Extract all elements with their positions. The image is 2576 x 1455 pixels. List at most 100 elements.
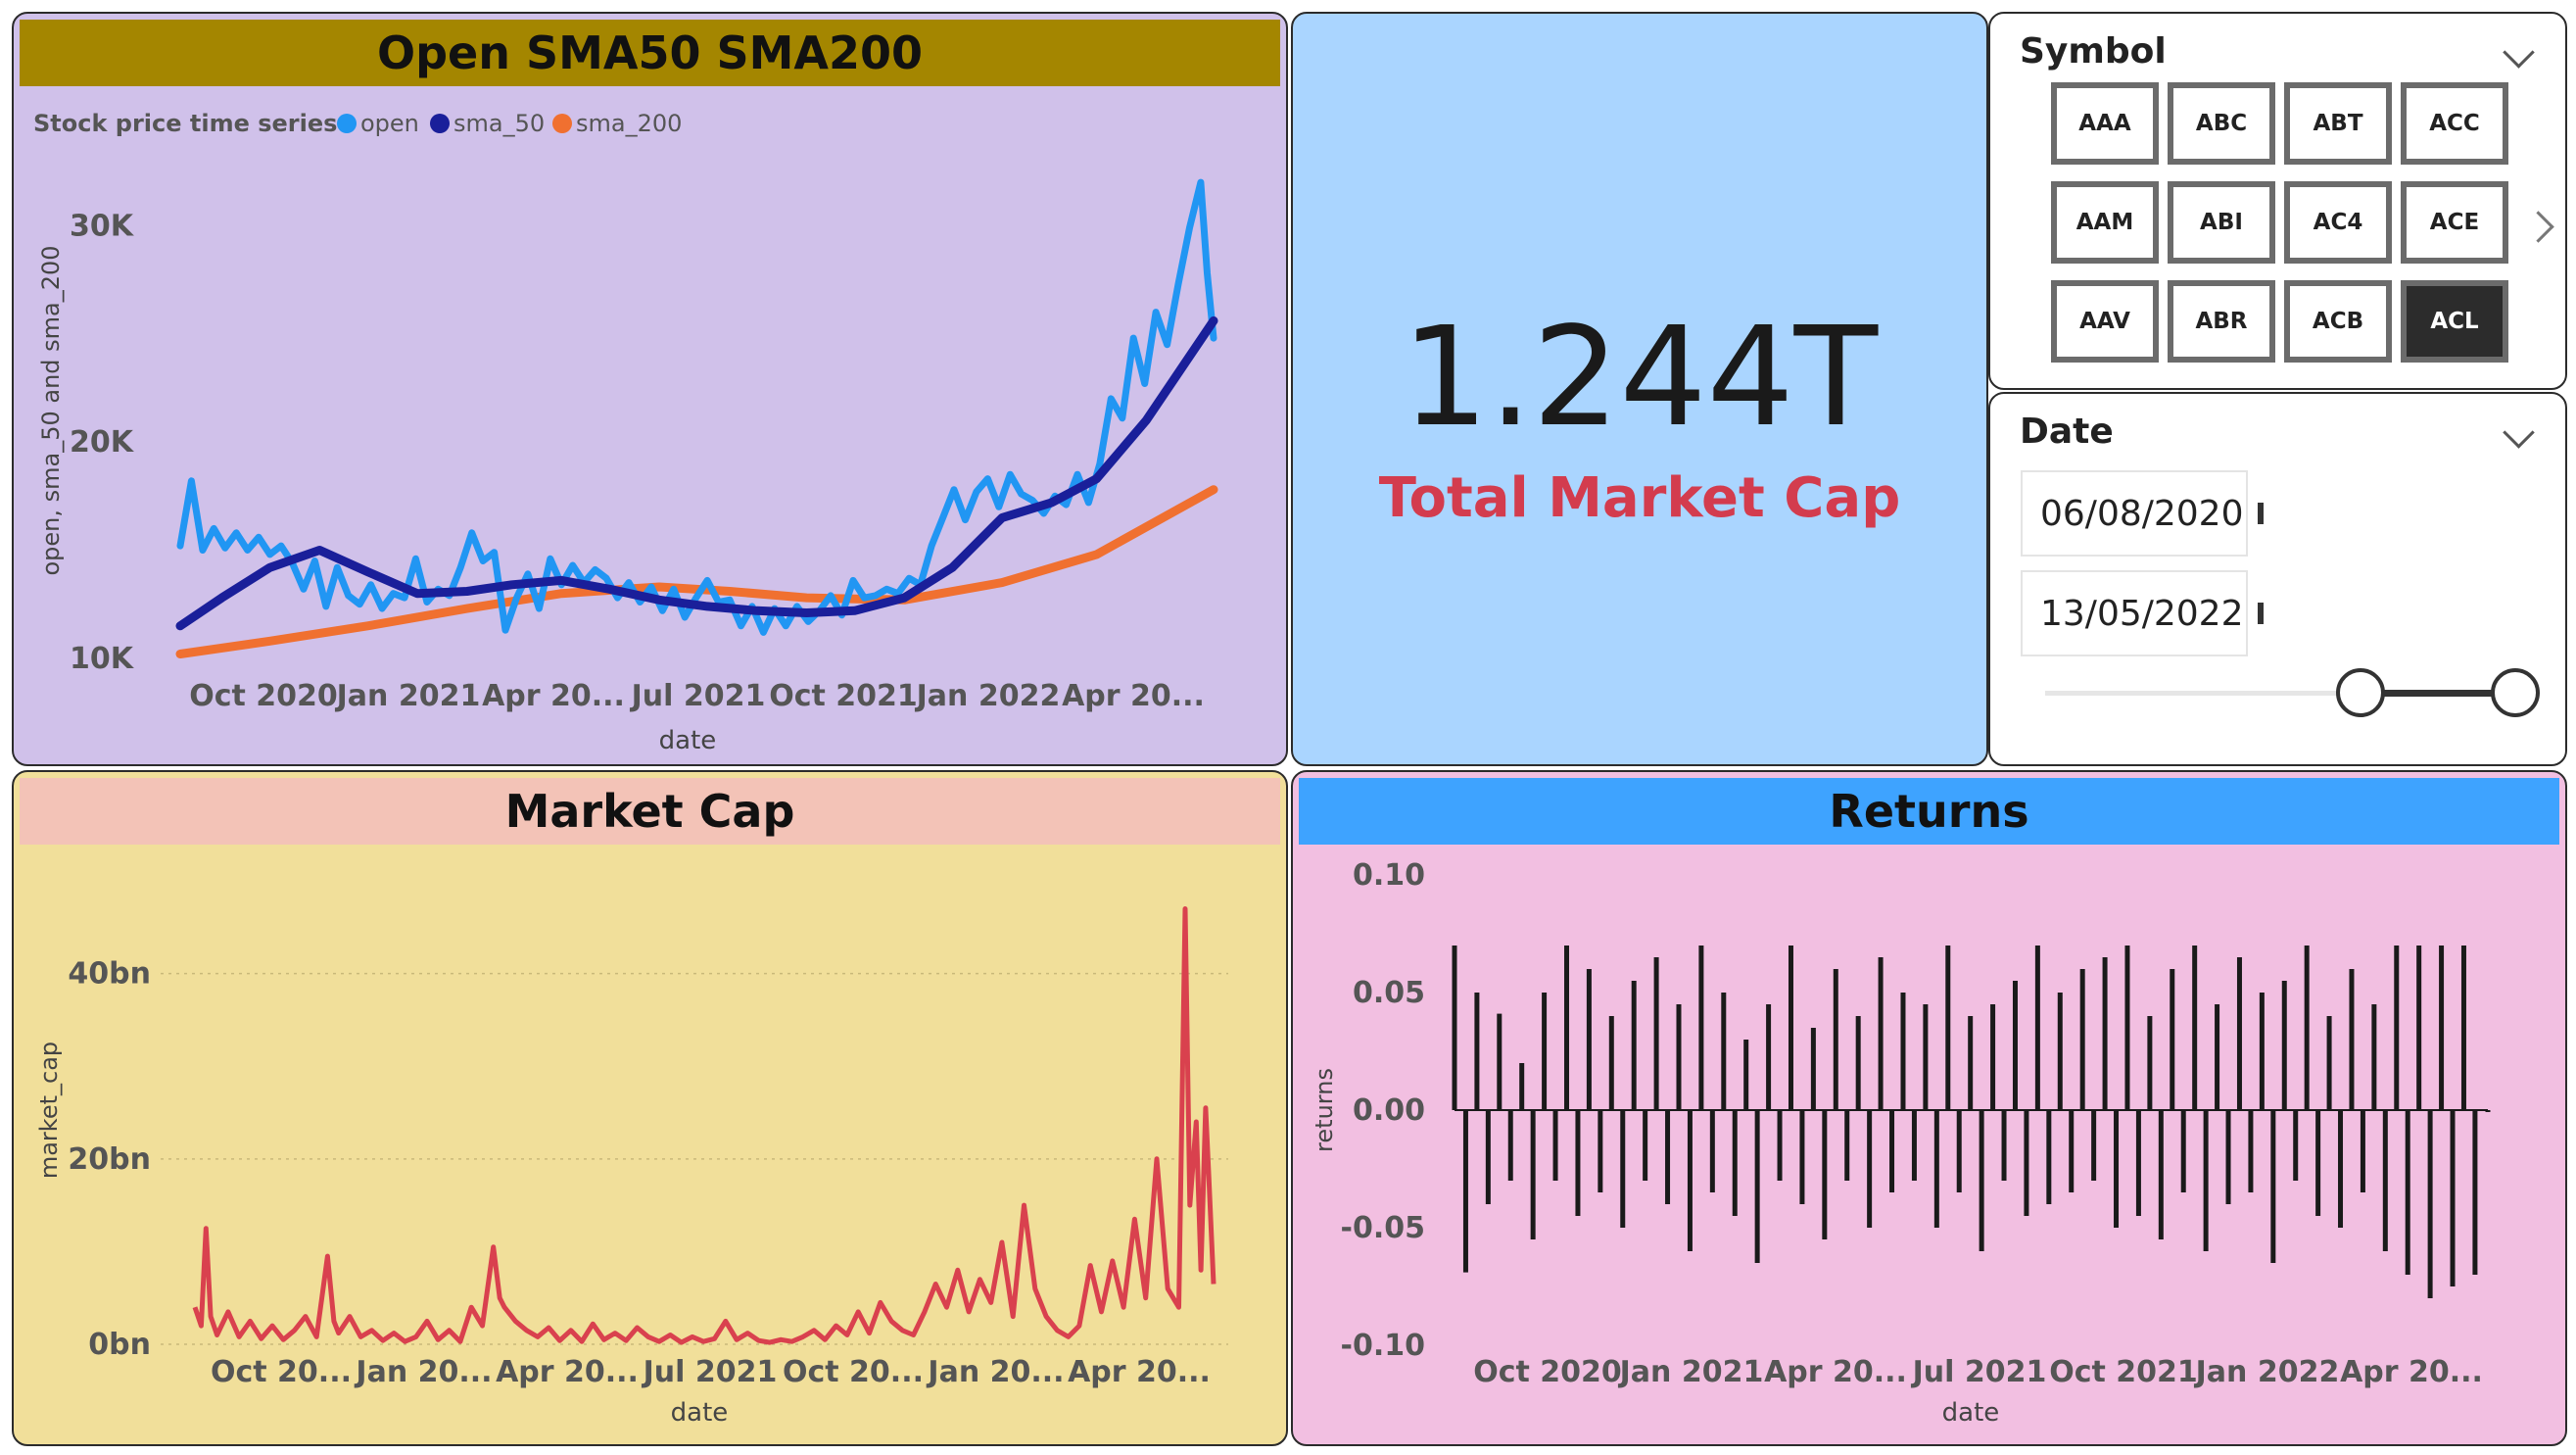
- return-bar: [2259, 993, 2265, 1110]
- y-tick-label: 0.00: [1353, 1093, 1425, 1128]
- return-bar: [1933, 1110, 1939, 1228]
- return-bar: [1833, 969, 1838, 1110]
- return-bar: [1799, 1110, 1805, 1204]
- return-bar: [1867, 1110, 1873, 1228]
- return-bar: [2394, 946, 2400, 1110]
- end-date-input[interactable]: 13/05/2022: [2021, 570, 2264, 656]
- return-bar: [1665, 1110, 1671, 1204]
- return-bar: [2170, 969, 2175, 1110]
- chevron-down-icon[interactable]: [2503, 36, 2535, 69]
- return-bar: [2472, 1110, 2478, 1275]
- return-bar: [1788, 946, 1793, 1110]
- kpi-value: 1.244T: [1401, 298, 1879, 458]
- y-tick-label: 0.10: [1353, 858, 1425, 893]
- chevron-right-icon[interactable]: [2522, 211, 2554, 243]
- return-bar: [2382, 1110, 2388, 1251]
- return-bar: [1519, 1063, 1525, 1110]
- return-bar: [2203, 1110, 2209, 1251]
- return-bar: [1721, 993, 1727, 1110]
- symbol-button-ac4[interactable]: AC4: [2284, 181, 2392, 264]
- date-range-track[interactable]: [2045, 691, 2515, 696]
- x-tick-label: Jan 2022: [915, 679, 1061, 713]
- return-bar: [2135, 1110, 2141, 1216]
- x-tick-label: Apr 20...: [1764, 1355, 1907, 1389]
- x-tick-label: Jan 2021: [335, 679, 481, 713]
- return-bar: [1575, 1110, 1581, 1216]
- return-bar: [2349, 969, 2355, 1110]
- kpi-label: Total Market Cap: [1378, 466, 1901, 530]
- return-bar: [1507, 1110, 1513, 1181]
- return-bar: [1598, 1110, 1603, 1192]
- symbol-button-acl[interactable]: ACL: [2401, 280, 2508, 363]
- y-tick-label: 0.05: [1353, 976, 1425, 1010]
- x-tick-label: Oct 2020: [1473, 1355, 1622, 1389]
- x-tick-label: Apr 20...: [482, 679, 625, 713]
- sma-panel: Open SMA50 SMA200 Stock price time serie…: [12, 12, 1288, 766]
- symbol-slicer-title: Symbol: [2020, 31, 2167, 72]
- return-bar: [2460, 946, 2466, 1110]
- legend-title: Stock price time series: [33, 110, 337, 137]
- return-bar: [1620, 1110, 1626, 1228]
- x-tick-label: Jan 20...: [354, 1355, 492, 1389]
- x-tick-label: Jul 2021: [630, 679, 766, 713]
- kpi-card: 1.244T Total Market Cap: [1291, 12, 1988, 766]
- return-bar: [1698, 946, 1704, 1110]
- symbol-button-abt[interactable]: ABT: [2284, 82, 2392, 165]
- series-line-sma_200: [175, 485, 1218, 658]
- x-tick-label: Jul 2021: [1911, 1355, 2047, 1389]
- x-tick-label: Oct 2021: [769, 679, 918, 713]
- symbol-button-ace[interactable]: ACE: [2401, 181, 2508, 264]
- chevron-down-icon[interactable]: [2503, 416, 2535, 449]
- return-bar: [2236, 957, 2242, 1110]
- x-tick-label: Apr 20...: [1062, 679, 1205, 713]
- symbol-button-abi[interactable]: ABI: [2168, 181, 2275, 264]
- market-cap-panel-title: Market Cap: [20, 778, 1280, 845]
- symbol-button-acc[interactable]: ACC: [2401, 82, 2508, 165]
- return-bar: [1497, 1013, 1503, 1110]
- return-bar: [2012, 981, 2018, 1110]
- calendar-icon[interactable]: [2257, 603, 2264, 624]
- return-bar: [2069, 1110, 2075, 1192]
- symbol-button-aaa[interactable]: AAA: [2051, 82, 2159, 165]
- return-bar: [2315, 1110, 2321, 1216]
- return-bar: [2338, 1110, 2344, 1228]
- symbol-button-aam[interactable]: AAM: [2051, 181, 2159, 264]
- return-bar: [1676, 1004, 1682, 1110]
- return-bar: [1709, 1110, 1715, 1192]
- x-tick-label: Oct 2021: [2049, 1355, 2198, 1389]
- return-bar: [2001, 1110, 2007, 1181]
- return-bar: [2079, 969, 2085, 1110]
- date-range-fill: [2361, 690, 2515, 697]
- return-bar: [1979, 1110, 1984, 1251]
- symbol-button-acb[interactable]: ACB: [2284, 280, 2392, 363]
- symbol-button-abr[interactable]: ABR: [2168, 280, 2275, 363]
- x-tick-label: Jan 2022: [2194, 1355, 2340, 1389]
- symbol-button-abc[interactable]: ABC: [2168, 82, 2275, 165]
- y-tick-label: 30K: [70, 209, 135, 243]
- x-axis-label: date: [1942, 1398, 2000, 1428]
- y-tick-label: 20bn: [68, 1142, 151, 1177]
- return-bar: [1485, 1110, 1491, 1204]
- return-bar: [1631, 981, 1637, 1110]
- return-bar: [1608, 1016, 1614, 1110]
- return-bar: [2427, 1110, 2433, 1298]
- market-cap-panel: Market Cap 0bn 20bn 40bn Oct 20... Jan 20...…: [12, 770, 1288, 1446]
- symbol-button-aav[interactable]: AAV: [2051, 280, 2159, 363]
- return-bar: [1474, 993, 1480, 1110]
- return-bar: [2124, 946, 2130, 1110]
- return-bar: [1855, 1016, 1861, 1110]
- legend-marker-sma_50: [430, 114, 450, 133]
- calendar-icon[interactable]: [2257, 503, 2264, 524]
- date-range-end-handle[interactable]: [2491, 668, 2540, 717]
- date-range-start-handle[interactable]: [2336, 668, 2385, 717]
- return-bar: [1844, 1110, 1850, 1181]
- return-bar: [2281, 981, 2287, 1110]
- start-date-input[interactable]: 06/08/2020: [2021, 470, 2264, 557]
- return-bar: [2360, 1110, 2365, 1192]
- legend-marker-sma_200: [552, 114, 572, 133]
- return-bar: [1754, 1110, 1760, 1263]
- start-date-value: 06/08/2020: [2040, 493, 2244, 534]
- returns-panel: Returns -0.10 -0.05 0.00 0.05 0.10 Oct 2020 Ja…: [1291, 770, 2567, 1446]
